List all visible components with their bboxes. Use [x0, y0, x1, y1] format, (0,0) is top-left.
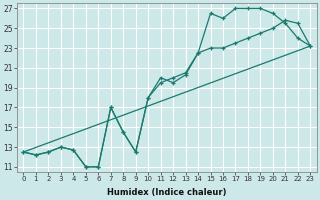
X-axis label: Humidex (Indice chaleur): Humidex (Indice chaleur): [107, 188, 227, 197]
